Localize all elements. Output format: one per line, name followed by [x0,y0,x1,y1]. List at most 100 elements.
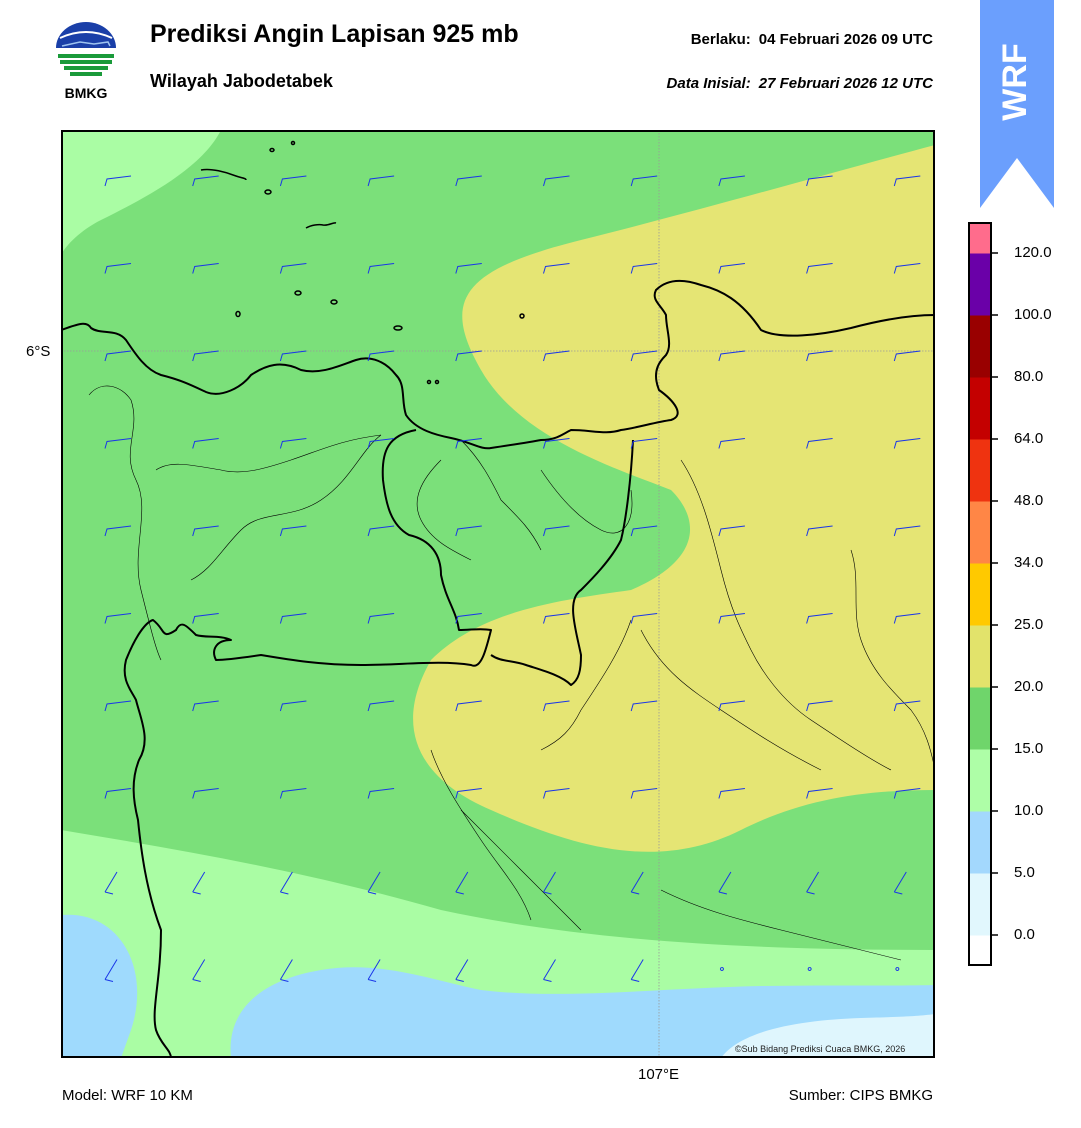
wind-barb-icon [630,613,658,624]
wind-barb-icon [455,350,482,362]
colorbar-label: 100.0 [1014,306,1052,323]
longitude-label: 107°E [638,1066,680,1083]
wind-barb-icon [279,871,293,895]
colorbar-segment [968,253,992,316]
eastern-inner-border [490,439,634,686]
wind-barb-icon [192,438,219,449]
wind-barb-icon [192,613,219,624]
colorbar-segment [968,439,992,502]
wind-barb-icon [104,959,118,982]
wind-barb-icon [455,871,469,895]
wind-barb-icon [543,613,570,624]
zone-yellow [413,145,935,852]
colorbar-segment [968,873,992,936]
wind-barb-icon [104,438,132,449]
wind-map [61,130,935,1058]
wind-barb-icon [630,525,658,537]
wind-barb-icon [367,959,381,982]
zone-light-green-nw [61,130,221,255]
wind-barb-icon [367,438,395,449]
wind-barb-icon [630,350,658,362]
valid-label: Berlaku: [690,31,751,48]
wrf-badge: WRF [980,0,1054,208]
wind-barb-icon [630,959,644,982]
wind-barb-icon [806,700,833,712]
wind-barb-icon [279,350,307,362]
wind-barb-icon [279,959,293,982]
wind-barb-icon [806,350,833,362]
regency-borders [88,385,935,961]
wind-barb-icon [630,788,658,799]
wind-barbs [104,175,921,982]
wind-barb-icon [893,525,921,537]
wind-barb-icon [279,525,307,537]
wind-barb-icon [367,263,395,274]
wind-barb-icon [718,263,745,274]
wind-barb-icon [455,175,482,187]
page-subtitle: Wilayah Jabodetabek [150,71,333,91]
wind-barb-icon [104,613,132,624]
colorbar-segment [968,935,992,967]
wind-barb-icon [367,788,395,799]
northern-coastline [61,279,935,450]
page-title: Prediksi Angin Lapisan 925 mb [150,20,519,48]
wind-barb-icon [718,525,745,537]
wind-barb-icon [893,438,921,449]
wind-barb-icon [104,700,132,712]
wind-barb-icon [367,700,395,712]
wrf-badge-text: WRF [996,43,1034,120]
wind-barb-icon [893,788,921,799]
colorbar-segment [968,377,992,440]
wind-barb-icon [718,438,745,449]
wind-barb-icon [806,438,833,449]
wind-barb-icon [893,263,921,274]
wind-barb-icon [720,967,724,971]
colorbar-segment [968,501,992,564]
wind-barb-icon [806,263,833,274]
source-info: Sumber: CIPS BMKG [788,1087,933,1104]
wind-barb-icon [543,525,570,537]
wind-barb-icon [543,959,556,982]
wind-barb-icon [104,871,118,895]
colorbar-label: 48.0 [1014,492,1044,509]
wind-barb-icon [543,438,570,449]
wind-barb-icon [806,871,820,895]
wind-barb-icon [806,788,833,799]
wind-barb-icon [807,967,812,971]
wind-barb-icon [279,175,307,187]
wind-barb-icon [630,871,644,895]
zone-light-blue-sw [61,914,138,1058]
wind-barb-icon [104,175,132,187]
zone-very-light-blue [721,1014,935,1058]
wind-barb-icon [192,350,219,362]
wind-barb-icon [543,263,570,274]
wind-barb-icon [455,263,482,274]
wind-barb-icon [806,525,833,537]
wind-barb-icon [893,613,921,624]
colorbar-border [968,222,992,966]
colorbar-label: 20.0 [1014,678,1044,695]
wind-barb-icon [630,438,658,449]
wind-barb-icon [104,263,132,274]
colorbar-segment [968,687,992,750]
wind-barb-icon [192,788,219,799]
init-time: 27 Februari 2026 12 UTC [758,75,933,92]
wind-barb-icon [104,525,132,537]
wind-barb-icon [192,959,206,982]
wind-barb-icon [455,700,482,712]
wind-barb-icon [279,438,307,449]
wind-barb-icon [806,613,833,624]
map-border [61,130,935,1058]
wind-barb-icon [543,175,570,187]
wind-barb-icon [630,263,658,274]
wind-barb-icon [543,350,570,362]
colorbar-segment [968,315,992,378]
wind-barb-icon [367,871,381,895]
colorbar-label: 0.0 [1014,926,1035,943]
colorbar-label: 80.0 [1014,368,1044,385]
init-label: Data Inisial: [666,75,751,92]
wind-barb-icon [279,613,307,624]
western-border [123,429,492,1058]
model-info: Model: WRF 10 KM [62,1087,193,1104]
wind-barb-icon [806,175,833,187]
